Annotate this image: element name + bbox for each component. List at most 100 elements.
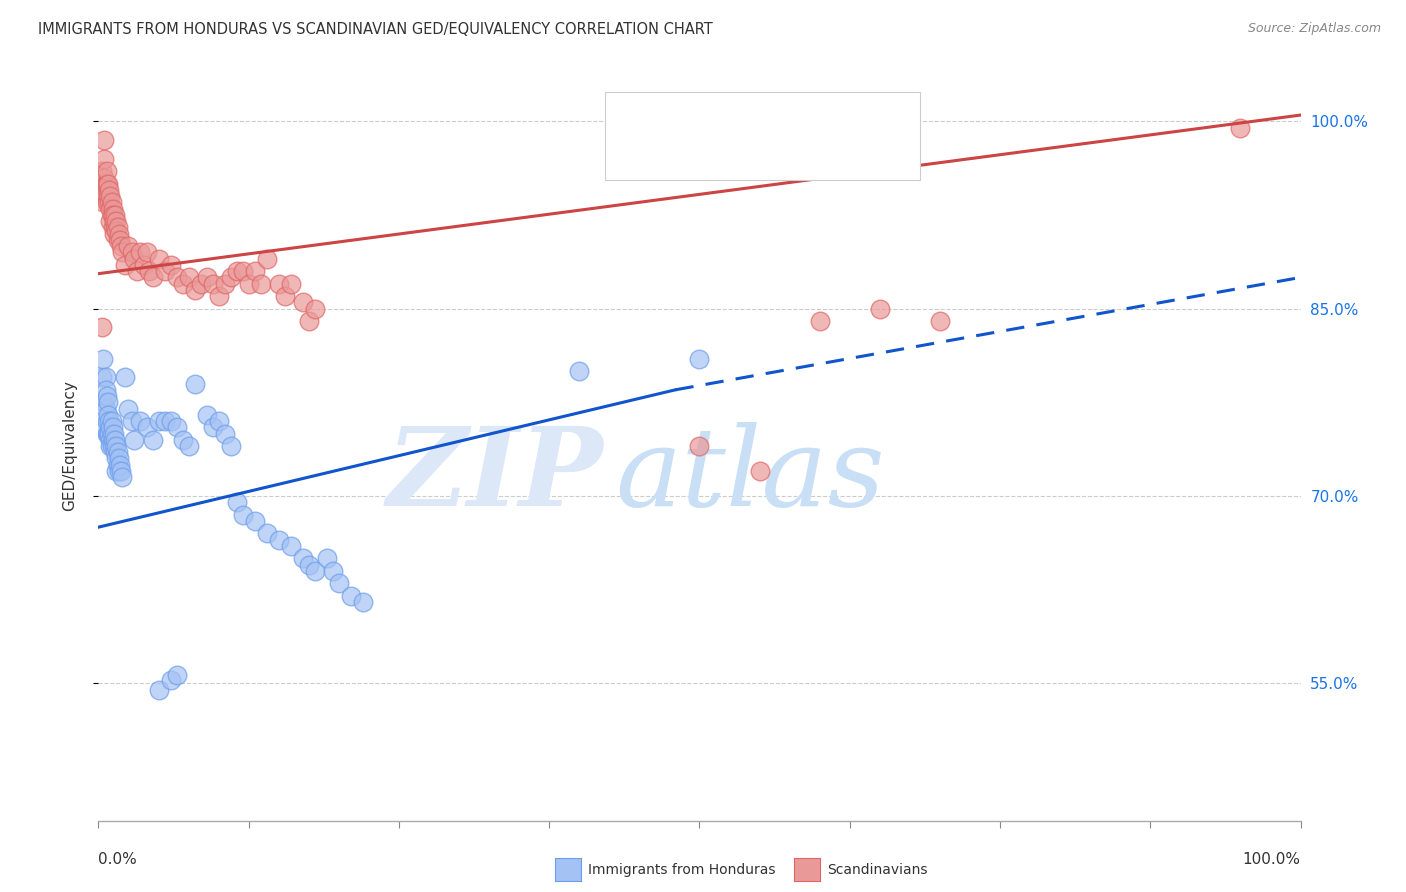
Point: [232, 264, 254, 278]
Point: [141, 270, 163, 285]
Point: [94, 370, 117, 384]
Point: [1229, 120, 1251, 135]
Point: [97, 395, 120, 409]
Point: [96, 195, 118, 210]
Point: [159, 673, 181, 687]
Point: [138, 264, 160, 278]
Point: [148, 252, 170, 266]
Point: [93, 395, 115, 409]
Point: [100, 426, 122, 441]
Point: [183, 376, 205, 391]
Point: [105, 464, 128, 478]
Text: R =  0.133   N = 71: R = 0.133 N = 71: [661, 109, 824, 127]
Point: [219, 439, 242, 453]
Point: [121, 245, 143, 260]
Point: [166, 420, 188, 434]
Point: [201, 277, 224, 291]
Point: [869, 301, 891, 316]
Point: [101, 202, 124, 216]
Point: [100, 414, 122, 428]
Point: [107, 220, 129, 235]
Point: [688, 351, 710, 366]
Point: [135, 420, 157, 434]
Point: [748, 464, 770, 478]
Point: [97, 177, 120, 191]
Point: [256, 252, 278, 266]
Point: [96, 164, 118, 178]
Point: [166, 667, 188, 681]
Point: [98, 183, 121, 197]
Point: [280, 277, 302, 291]
Point: [124, 433, 146, 447]
Point: [94, 401, 117, 416]
Point: [114, 258, 136, 272]
Point: [172, 433, 194, 447]
Point: [105, 214, 128, 228]
Point: [100, 195, 122, 210]
Point: [91, 320, 114, 334]
Point: [100, 439, 122, 453]
Point: [103, 227, 125, 241]
Point: [808, 314, 831, 328]
Point: [243, 514, 266, 528]
Point: [340, 589, 363, 603]
Point: [298, 314, 321, 328]
Text: Scandinavians: Scandinavians: [827, 863, 927, 877]
Point: [94, 189, 117, 203]
Point: [225, 495, 247, 509]
Point: [304, 564, 326, 578]
Text: IMMIGRANTS FROM HONDURAS VS SCANDINAVIAN GED/EQUIVALENCY CORRELATION CHART: IMMIGRANTS FROM HONDURAS VS SCANDINAVIAN…: [38, 22, 713, 37]
Point: [100, 420, 122, 434]
Point: [298, 558, 321, 572]
Point: [148, 414, 170, 428]
Point: [96, 389, 118, 403]
Point: [103, 214, 125, 228]
Point: [110, 239, 132, 253]
Point: [208, 414, 231, 428]
Point: [219, 270, 242, 285]
Point: [96, 426, 118, 441]
Point: [141, 433, 163, 447]
Point: [105, 451, 128, 466]
Point: [148, 682, 170, 697]
Point: [111, 245, 134, 260]
Point: [105, 439, 128, 453]
Point: [132, 258, 155, 272]
Point: [117, 401, 139, 416]
Point: [101, 208, 124, 222]
Text: R =  0.290   N = 73: R = 0.290 N = 73: [661, 148, 823, 166]
Point: [101, 420, 124, 434]
Point: [91, 183, 114, 197]
Point: [243, 264, 266, 278]
Point: [249, 277, 271, 291]
Point: [100, 439, 122, 453]
Point: [153, 414, 176, 428]
Point: [107, 458, 129, 472]
Point: [108, 451, 131, 466]
Point: [135, 245, 157, 260]
Point: [91, 195, 114, 210]
Point: [280, 539, 302, 553]
Point: [928, 314, 950, 328]
Point: [183, 283, 205, 297]
Point: [104, 220, 127, 235]
Point: [125, 264, 148, 278]
Point: [94, 177, 117, 191]
Point: [208, 289, 231, 303]
Text: ZIP: ZIP: [387, 422, 603, 530]
Point: [117, 239, 139, 253]
Point: [129, 414, 152, 428]
Point: [100, 202, 122, 216]
Point: [172, 277, 194, 291]
Point: [177, 439, 200, 453]
Point: [153, 264, 176, 278]
Point: [91, 370, 114, 384]
Point: [195, 270, 218, 285]
Point: [291, 551, 314, 566]
Point: [267, 533, 290, 547]
Point: [93, 170, 115, 185]
Text: 100.0%: 100.0%: [1243, 852, 1301, 867]
Point: [225, 264, 247, 278]
Point: [214, 277, 236, 291]
Point: [105, 224, 128, 238]
